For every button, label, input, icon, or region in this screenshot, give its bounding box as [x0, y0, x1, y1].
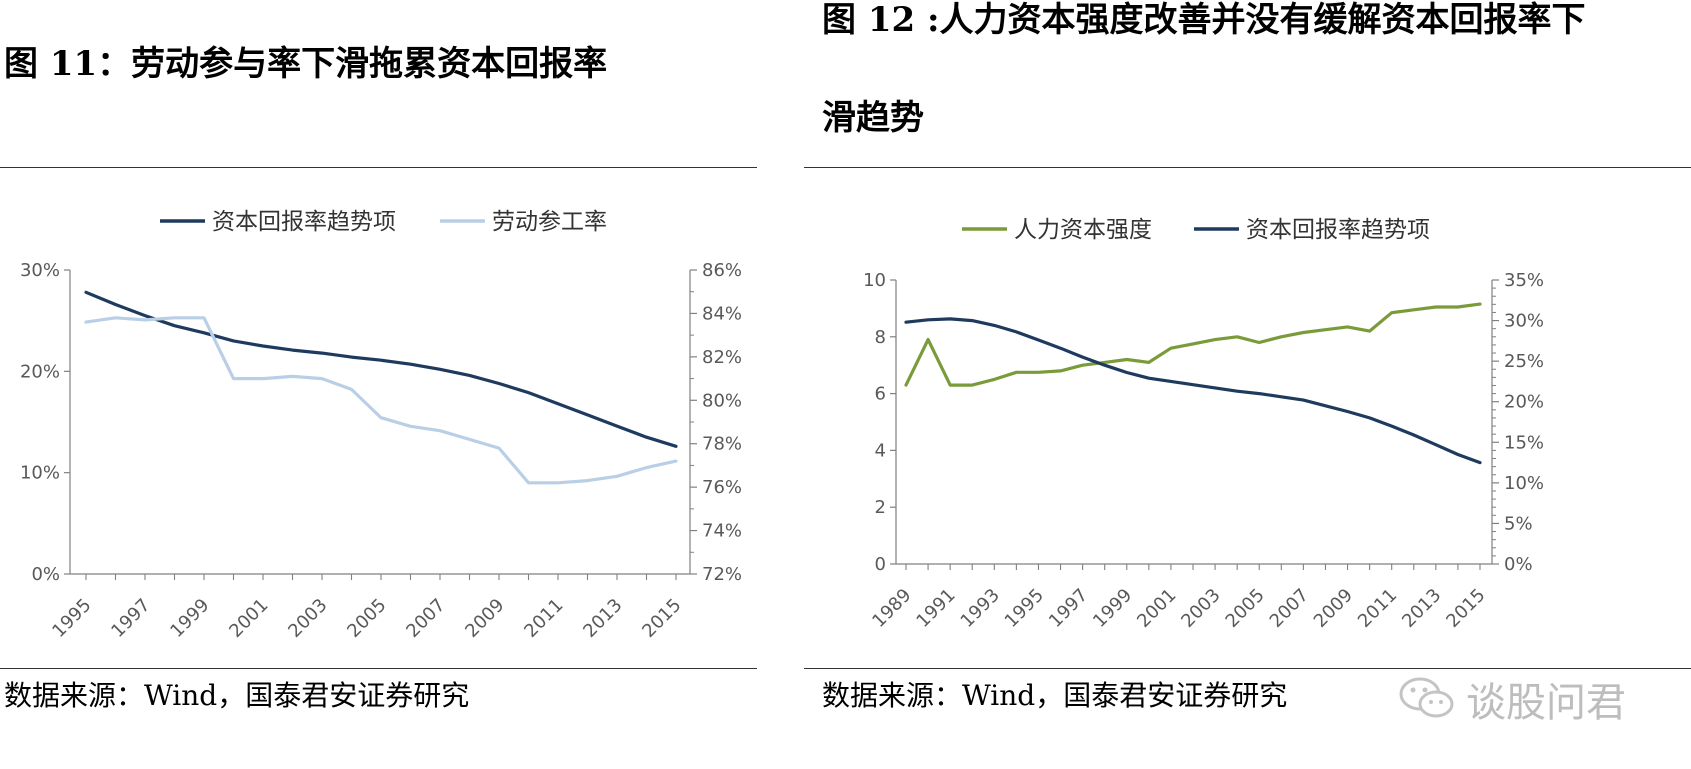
c1-y-left-tick-label: 10%: [20, 463, 60, 484]
c1-x-tick-label: 2011: [520, 595, 567, 642]
c2-y-right-tick-label: 25%: [1504, 351, 1544, 372]
c1-y-left-tick-label: 20%: [20, 361, 60, 382]
chart-12: 02468100%5%10%15%20%25%30%35%19891991199…: [863, 217, 1544, 632]
wechat-icon: [1399, 677, 1454, 718]
c2-y-right-tick-label: 30%: [1504, 311, 1544, 332]
c1-y-left-tick-label: 30%: [20, 260, 60, 281]
c2-y-left-tick-label: 8: [875, 327, 886, 348]
c2-x-tick-label: 2003: [1177, 585, 1224, 632]
c2-y-left-tick-label: 0: [875, 554, 886, 575]
figure-11-source: 数据来源：Wind，国泰君安证券研究: [4, 679, 470, 712]
c2-y-right-tick-label: 10%: [1504, 473, 1544, 494]
c1-x-tick-label: 1995: [48, 595, 95, 642]
c1-x-tick-label: 2009: [461, 595, 508, 642]
c1-y-right-tick-label: 74%: [702, 521, 742, 542]
c1-y-right-tick-label: 84%: [702, 303, 742, 324]
c2-y-right-tick-label: 15%: [1504, 432, 1544, 453]
c2-y-left-tick-label: 4: [875, 440, 886, 461]
figure-12-title-line1: 图 12 :人力资本强度改善并没有缓解资本回报率下: [822, 0, 1586, 40]
c1-series-line-1: [84, 290, 678, 448]
c1-y-right-tick-label: 78%: [702, 434, 742, 455]
c1-series-line-2: [84, 316, 678, 485]
c2-y-left-tick-label: 10: [863, 270, 886, 291]
c2-x-tick-label: 2001: [1133, 585, 1180, 632]
c1-y-right-tick-label: 72%: [702, 564, 742, 585]
figure-12-source: 数据来源：Wind，国泰君安证券研究: [822, 679, 1288, 712]
c1-x-tick-label: 2003: [284, 595, 331, 642]
c1-x-tick-label: 2015: [638, 595, 685, 642]
c2-y-left-tick-label: 6: [875, 384, 886, 405]
c1-legend-label-1: 资本回报率趋势项: [212, 209, 396, 235]
c1-y-right-tick-label: 80%: [702, 390, 742, 411]
figure-12-bottom-rule: [804, 668, 1691, 669]
c2-y-right-tick-label: 20%: [1504, 392, 1544, 413]
c2-x-tick-label: 1995: [1001, 585, 1048, 632]
watermark-text: 谈股问君: [1466, 680, 1626, 726]
c1-x-tick-label: 1999: [166, 595, 213, 642]
c2-y-right-tick-label: 35%: [1504, 270, 1544, 291]
c2-x-tick-label: 1991: [912, 585, 959, 632]
c1-x-tick-label: 2001: [225, 595, 272, 642]
figure-12-top-rule: [804, 167, 1691, 168]
c2-x-tick-label: 2007: [1266, 585, 1313, 632]
c1-x-tick-label: 1997: [107, 595, 154, 642]
c1-y-right-tick-label: 86%: [702, 260, 742, 281]
c2-y-right-tick-label: 0%: [1504, 554, 1533, 575]
c1-x-tick-label: 2005: [343, 595, 390, 642]
c2-y-left-tick-label: 2: [875, 497, 886, 518]
c1-y-right-tick-label: 82%: [702, 347, 742, 368]
figure-12-title-line2: 滑趋势: [822, 98, 924, 138]
figure-11-title: 图 11：劳动参与率下滑拖累资本回报率: [4, 44, 608, 84]
figure-11-top-rule: [0, 167, 757, 168]
c2-x-tick-label: 2009: [1310, 585, 1357, 632]
c2-x-tick-label: 2011: [1354, 585, 1401, 632]
c2-legend-label-2: 资本回报率趋势项: [1246, 217, 1430, 243]
c2-x-tick-label: 2013: [1398, 585, 1445, 632]
c2-x-tick-label: 1997: [1045, 585, 1092, 632]
c2-x-tick-label: 2005: [1222, 585, 1269, 632]
c2-x-tick-label: 1999: [1089, 585, 1136, 632]
chart-11: 0% 10% 20% 30% 72% 74% 76% 78% 80% 82% 84% 86% 1995 1…: [20, 209, 742, 642]
c2-legend-label-1: 人力资本强度: [1014, 217, 1152, 243]
c2-series-line-2: [904, 317, 1482, 465]
c1-legend-label-2: 劳动参工率: [492, 209, 607, 235]
c2-x-tick-label: 1989: [868, 585, 915, 632]
c2-series-line-1: [904, 302, 1482, 387]
c1-y-left-tick-label: 0%: [31, 564, 60, 585]
c2-y-right-tick-label: 5%: [1504, 513, 1533, 534]
c2-x-tick-label: 2015: [1442, 585, 1489, 632]
c1-x-tick-label: 2007: [402, 595, 449, 642]
watermark: 谈股问君: [1398, 670, 1626, 728]
c2-x-tick-label: 1993: [957, 585, 1004, 632]
c1-x-tick-label: 2013: [579, 595, 626, 642]
figure-11-bottom-rule: [0, 668, 757, 669]
c1-y-right-tick-label: 76%: [702, 477, 742, 498]
